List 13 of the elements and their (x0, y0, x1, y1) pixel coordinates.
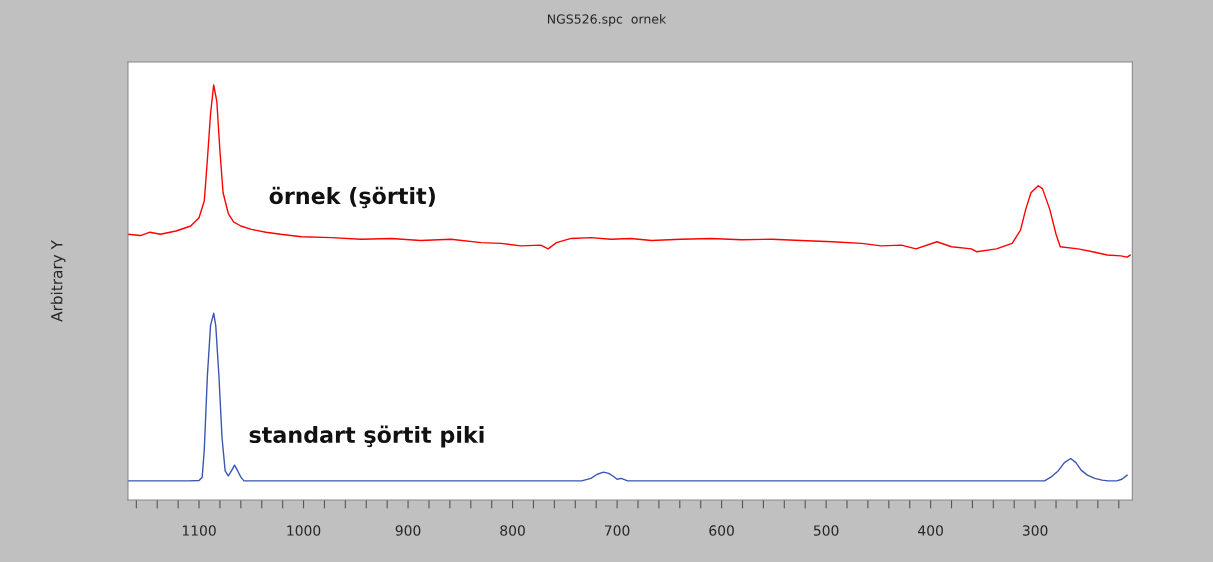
y-axis-title: Arbitrary Y (50, 240, 66, 322)
series-label: standart şörtit piki (249, 425, 484, 448)
x-tick-label: 400 (918, 525, 943, 536)
x-tick-label: 600 (709, 525, 734, 536)
x-tick-label: 900 (395, 525, 421, 536)
chart-title: NGS526.spc ornek (547, 14, 667, 27)
x-tick-label: 300 (1022, 525, 1048, 536)
series-label: örnek (şörtit) (269, 186, 435, 209)
x-tick-label: 1000 (287, 525, 321, 536)
x-tick-label: 500 (813, 525, 839, 536)
x-tick-label: 1100 (182, 525, 216, 536)
x-tick-label: 800 (500, 525, 525, 536)
x-tick-label: 700 (604, 525, 630, 536)
